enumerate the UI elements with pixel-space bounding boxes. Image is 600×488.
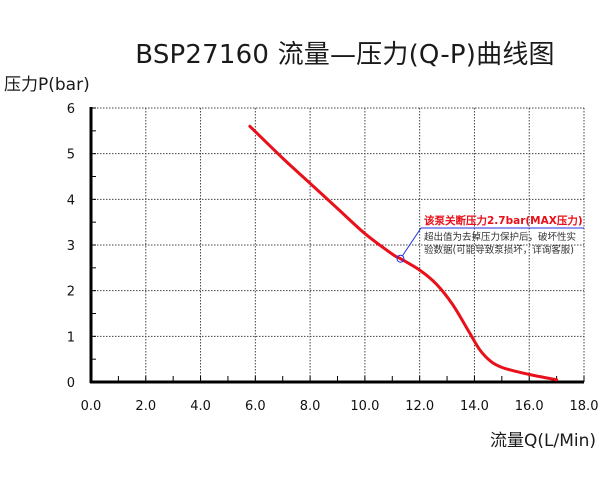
axes (89, 107, 585, 384)
y-axis-label: 压力P(bar) (4, 75, 90, 95)
x-tick-label: 2.0 (135, 399, 156, 414)
chart-title: BSP27160 流量—压力(Q-P)曲线图 (135, 40, 555, 70)
y-tick-label: 6 (67, 102, 75, 117)
x-tick-label: 16.0 (515, 399, 544, 414)
y-tick-label: 5 (67, 148, 75, 163)
annotation-leader-line (402, 227, 584, 256)
shutoff-pressure-annotation: 该泵关断压力2.7bar(MAX压力) 超出值为去掉压力保护后，破坏性实 验数据… (396, 214, 584, 263)
gridlines (91, 107, 585, 382)
shutoff-marker-icon (396, 254, 405, 263)
y-tick-label: 3 (67, 239, 75, 254)
x-tick-label: 14.0 (460, 399, 489, 414)
annotation-note-line-1: 超出值为去掉压力保护后，破坏性实 (424, 231, 576, 243)
y-tick-label: 0 (67, 376, 75, 391)
x-tick-label: 12.0 (405, 399, 434, 414)
x-tick-label: 0.0 (81, 399, 102, 414)
x-tick-label: 8.0 (300, 399, 321, 414)
x-tick-label: 18.0 (570, 399, 599, 414)
y-tick-label: 2 (67, 285, 75, 300)
y-tick-label: 4 (67, 193, 75, 208)
x-axis-ticks: 0.0 2.0 4.0 6.0 8.0 10.0 12.0 14.0 16.0 18.0 (81, 399, 599, 414)
y-axis-ticks: 0 1 2 3 4 5 6 (67, 102, 75, 391)
x-axis-label: 流量Q(L/Min) (489, 431, 596, 451)
x-tick-label: 4.0 (190, 399, 211, 414)
x-tick-label: 6.0 (245, 399, 266, 414)
annotation-headline: 该泵关断压力2.7bar(MAX压力) (424, 214, 583, 227)
qp-curve-line (248, 124, 559, 382)
annotation-note-line-2: 验数据(可能导致泵损坏，详询客服) (424, 244, 574, 256)
y-tick-label: 1 (67, 330, 75, 345)
x-tick-label: 10.0 (350, 399, 379, 414)
